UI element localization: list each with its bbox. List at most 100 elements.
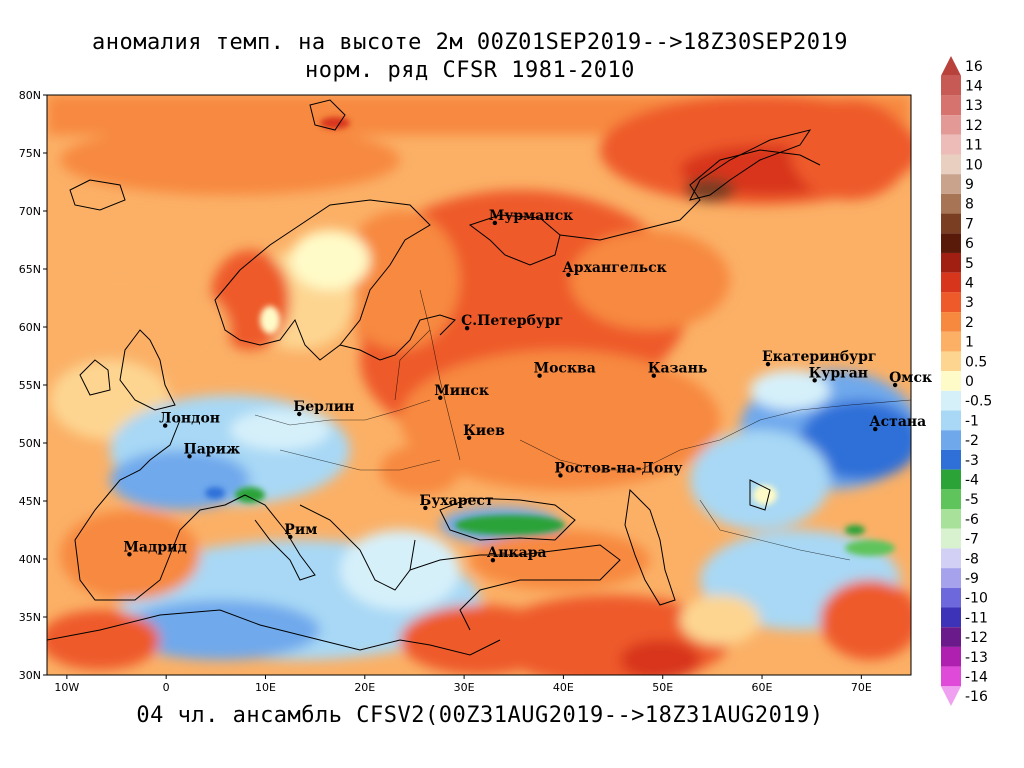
colorbar-label: 13 [965,98,983,114]
city-marker [423,505,428,511]
city-marker [127,552,132,557]
colorbar-swatch [941,587,961,608]
colorbar-swatch [941,686,961,706]
coastlines [47,99,821,656]
lon-tick-label: 20E [354,681,375,694]
lat-tick-label: 55N [19,379,41,392]
colorbar-swatch [941,193,961,214]
colorbar-swatch [941,548,961,569]
colorbar-swatch [941,154,961,175]
city-label: Бухарест [419,493,494,509]
city-marker [490,557,496,563]
colorbar-swatch [941,528,961,549]
lat-tick-label: 35N [19,611,41,624]
city-label: Москва [534,361,596,377]
city-label: Берлин [293,399,354,415]
colorbar-swatch [941,568,961,588]
city-label: Минск [434,383,489,399]
colorbar-swatch [941,292,961,313]
colorbar-label: -10 [965,591,988,607]
city-marker [566,272,571,277]
city-marker [765,361,771,367]
colorbar-swatch [941,390,961,411]
colorbar-label: -1 [965,413,979,429]
anomaly-field [47,95,911,675]
colorbar-swatch [941,607,961,628]
city-label: Мурманск [489,208,573,224]
colorbar-swatch [941,469,961,490]
colorbar-swatch [941,233,961,253]
colorbar-swatch [941,449,961,470]
city-marker [558,473,563,478]
colorbar-swatch [941,509,961,529]
colorbar-swatch [941,75,961,96]
colorbar-swatch [941,627,961,647]
lon-tick-label: 50E [652,681,673,694]
city-marker [873,426,878,432]
lon-tick-label: 10E [255,681,276,694]
colorbar-swatch [941,213,961,234]
lat-tick-label: 45N [19,495,41,508]
city-label: Анкара [487,545,547,561]
colorbar-swatch [941,351,961,372]
city-label: Курган [809,365,868,381]
lat-tick-label: 50N [19,437,41,450]
city-marker [466,435,472,440]
lon-tick-label: 10W [54,681,79,694]
colorbar-label: 14 [965,79,983,95]
city-marker [537,373,542,378]
colorbar-label: -7 [965,532,979,548]
colorbar-label: -12 [965,630,988,646]
colorbar-swatch [941,312,961,332]
colorbar-swatch [941,115,961,135]
map-title-line1: аномалия темп. на высоте 2м 00Z01SEP2019… [92,30,848,55]
lat-tick-label: 65N [19,263,41,276]
colorbar-label: 4 [965,276,974,292]
city-marker [651,373,656,378]
ensemble-footer: 04 чл. ансамбль CFSV2(00Z31AUG2019-->18Z… [136,703,824,728]
lat-tick-label: 75N [19,147,41,160]
city-label: Астана [869,414,926,430]
city-marker [892,382,898,388]
borders [254,289,911,561]
city-label: Рим [284,522,317,538]
colorbar-label: 6 [965,236,974,252]
lat-tick-label: 80N [19,89,41,102]
lon-tick-label: 30E [454,681,475,694]
city-label: Мадрид [123,539,186,555]
colorbar-label: 9 [965,177,974,193]
colorbar-label: 11 [965,138,983,154]
colorbar-swatch [941,174,961,194]
colorbar-label: -9 [965,571,979,587]
lon-tick-label: 70E [851,681,872,694]
city-marker [288,534,293,540]
city-label: Ростов-на-Дону [554,460,682,476]
city-marker [187,454,192,459]
city-marker [297,411,302,417]
colorbar-label: 10 [965,157,983,173]
colorbar-label: -5 [965,492,979,508]
colorbar-label: -11 [965,610,988,626]
map-title-line2: норм. ряд CFSR 1981-2010 [305,58,635,83]
colorbar-label: -2 [965,433,979,449]
city-marker [464,325,470,331]
lat-tick-label: 60N [19,321,41,334]
city-marker [492,220,498,226]
city-label: Лондон [159,411,220,427]
colorbar-swatch [941,430,961,450]
colorbar-swatch [941,371,961,391]
city-label: Киев [463,423,505,439]
city-label: Казань [648,361,708,377]
city-marker [812,378,817,383]
colorbar-swatch [941,666,961,687]
colorbar-swatch [941,646,961,667]
city-label: Екатеринбург [762,349,877,365]
colorbar-label: -4 [965,472,979,488]
colorbar-swatch [941,410,961,431]
colorbar-label: 0 [965,374,974,390]
lon-tick-label: 40E [553,681,574,694]
colorbar-label: 16 [965,59,983,75]
lat-tick-label: 40N [19,553,41,566]
